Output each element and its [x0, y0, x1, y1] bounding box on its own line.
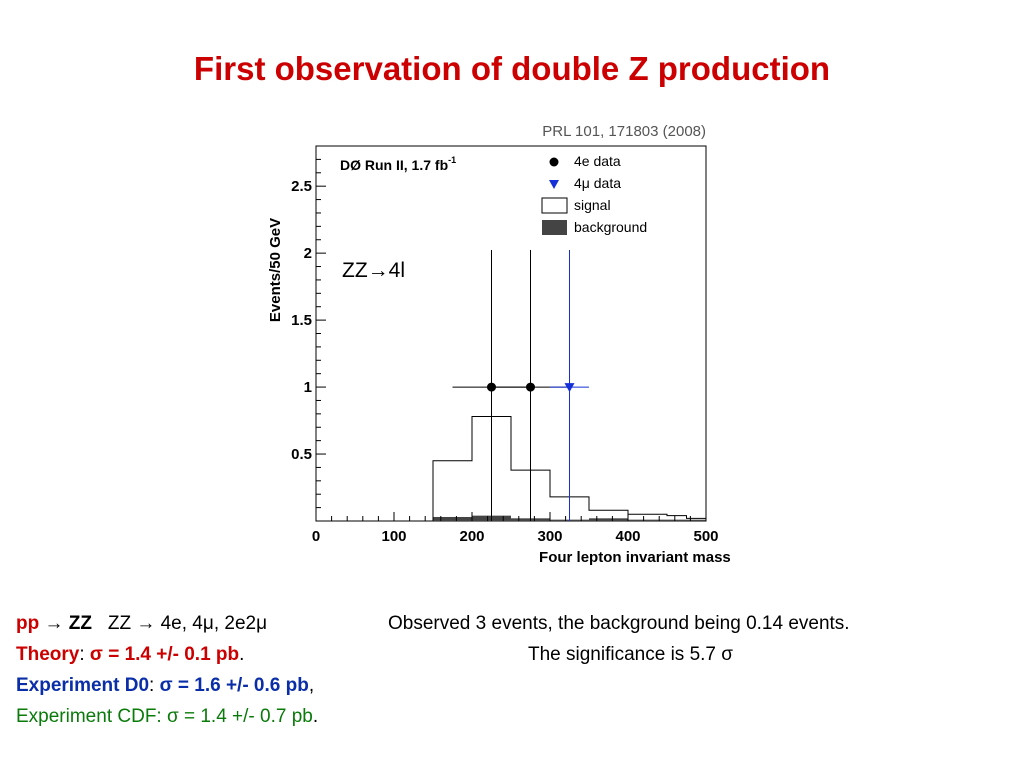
- background-bar: [433, 516, 472, 521]
- channel-label: ZZ→4l: [342, 259, 405, 282]
- x-tick-label: 0: [312, 528, 320, 545]
- y-tick-label: 2.5: [291, 178, 312, 195]
- legend-marker-signal: [541, 197, 568, 214]
- reference-label: PRL 101, 171803 (2008): [542, 123, 706, 140]
- background-bar: [667, 519, 706, 521]
- theory-colon: :: [79, 644, 90, 665]
- legend-entry-label: 4e data: [574, 153, 621, 169]
- observed-events-note: Observed 3 events, the background being …: [388, 613, 850, 634]
- x-tick-label: 100: [381, 528, 406, 545]
- x-tick-label: 200: [459, 528, 484, 545]
- background-bar: [628, 519, 667, 521]
- y-tick-label: 0.5: [291, 446, 312, 463]
- d0-value: σ = 1.6 +/- 0.6 pb: [159, 675, 309, 696]
- legend-entry-label: 4μ data: [574, 175, 621, 191]
- d0-comma: ,: [308, 675, 315, 696]
- theory-label: Theory: [16, 644, 80, 665]
- d0-label: Experiment D0: [16, 675, 150, 696]
- mu-data-point: [564, 383, 575, 393]
- caption-line-3: Experiment D0: σ = 1.6 +/- 0.6 pb,: [16, 675, 314, 697]
- theory-period: .: [239, 644, 245, 665]
- caption-line-1: pp → ZZ ZZ → 4e, 4μ, 2e2μ: [16, 613, 267, 635]
- decay-modes: ZZ → 4e, 4μ, 2e2μ: [107, 613, 268, 634]
- chart-background: [260, 112, 730, 572]
- y-tick-label: 1: [304, 379, 312, 396]
- zz-mass-histogram: 0 100 200 300 400 500 0.5 1 1.5 2 2.5 4e data 4μ dat…: [260, 112, 730, 572]
- process-zz: ZZ: [68, 613, 92, 634]
- legend-entry-label: signal: [574, 197, 611, 213]
- caption-line-2: Theory: σ = 1.4 +/- 0.1 pb.: [16, 644, 244, 666]
- slide-title: First observation of double Z production: [193, 50, 831, 87]
- experiment-label-sup: -1: [448, 155, 456, 165]
- signal-histogram: [432, 416, 707, 521]
- process-arrow: →: [39, 613, 69, 634]
- legend-entry-label: background: [574, 219, 647, 235]
- d0-colon: :: [149, 675, 160, 696]
- cdf-result: Experiment CDF: σ = 1.4 +/- 0.7 pb: [16, 706, 313, 727]
- experiment-label-main: DØ Run II, 1.7 fb: [340, 157, 448, 173]
- x-axis-label: Four lepton invariant mass (GeV): [539, 549, 730, 566]
- x-tick-label: 400: [615, 528, 640, 545]
- legend-marker-4mu: [549, 180, 559, 189]
- y-tick-label: 2: [304, 245, 312, 262]
- cdf-period: .: [312, 706, 319, 727]
- process-pp: pp: [16, 613, 40, 634]
- background-bar: [589, 518, 628, 521]
- x-tick-label: 500: [693, 528, 718, 545]
- experiment-label: DØ Run II, 1.7 fb-1: [340, 155, 456, 173]
- y-tick-label: 1.5: [291, 312, 312, 329]
- x-tick-label: 300: [537, 528, 562, 545]
- e-data-point: [526, 382, 535, 392]
- significance-note: The significance is 5.7 σ: [528, 644, 733, 665]
- y-axis-label: Events/50 GeV: [267, 218, 284, 322]
- legend-marker-4e: [549, 157, 559, 167]
- legend-marker-background: [542, 220, 567, 235]
- theory-value: σ = 1.4 +/- 0.1 pb: [89, 644, 240, 665]
- caption-line-4: Experiment CDF: σ = 1.4 +/- 0.7 pb.: [16, 706, 318, 728]
